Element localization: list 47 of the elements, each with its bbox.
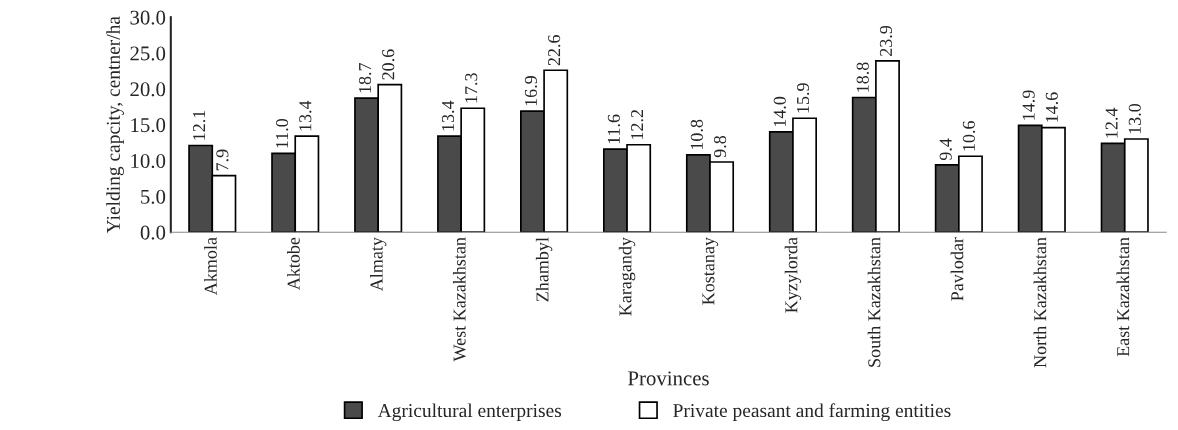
x-tick-label: North Kazakhstan [1033,237,1047,368]
data-label: 18.7 [358,62,372,93]
y-tick-label: 10.0 [131,153,166,169]
x-tick-label: Akmola [204,237,217,296]
x-tick-label: Pavlodar [950,237,964,301]
x-tick-label: Kostanay [702,237,719,305]
data-label: 22.6 [548,35,561,66]
data-label: 12.4 [1105,107,1118,138]
data-label: 7.9 [216,149,229,171]
x-tick-label: Aktobe [287,237,300,291]
data-label: 17.3 [465,73,478,103]
data-label: 12.2 [631,110,644,140]
data-label: 9.4 [939,138,952,161]
data-label: 12.1 [193,110,206,140]
x-tick-label: Zhambyl [535,237,553,302]
y-tick-label: 15.0 [131,118,166,133]
y-tick-label: 30.0 [130,10,166,25]
x-tick-label: Karagandy [618,237,636,316]
x-tick-label: East Kazakhstan [1116,237,1130,357]
legend-label: Agricultural enterprises [377,403,562,422]
data-label: 14.0 [773,96,786,127]
y-tick-label: 25.0 [130,46,166,61]
x-axis-title: Provinces [628,371,709,386]
data-label: 11.6 [607,114,621,144]
x-tick-label: South Kazakhstan [867,237,881,367]
data-label: 10.6 [962,121,976,151]
y-tick-label: 0.0 [140,225,166,240]
y-tick-label: 5.0 [141,189,166,204]
data-label: 18.8 [856,62,869,92]
x-tick-label: Almaty [369,237,387,292]
data-label: 23.9 [879,25,893,56]
data-label: 9.8 [713,135,727,158]
data-label: 13.4 [299,100,312,131]
y-axis-title: Yielding capcity, centner/ha [106,16,124,234]
data-label: 10.8 [690,119,703,150]
data-label: 16.9 [524,76,538,106]
data-label: 13.4 [441,100,455,131]
x-tick-label: West Kazakhstan [452,237,466,362]
y-tick-label: 20.0 [130,82,166,97]
x-tick-label: Kyzylorda [784,237,802,313]
data-label: 15.9 [796,83,810,113]
data-label: 14.6 [1045,92,1059,122]
data-label: 11.0 [275,118,289,148]
data-label: 20.6 [382,49,395,80]
data-label: 13.0 [1128,103,1141,134]
data-label: 14.9 [1022,90,1035,120]
legend-label: Private peasant and farming entities [673,403,951,422]
